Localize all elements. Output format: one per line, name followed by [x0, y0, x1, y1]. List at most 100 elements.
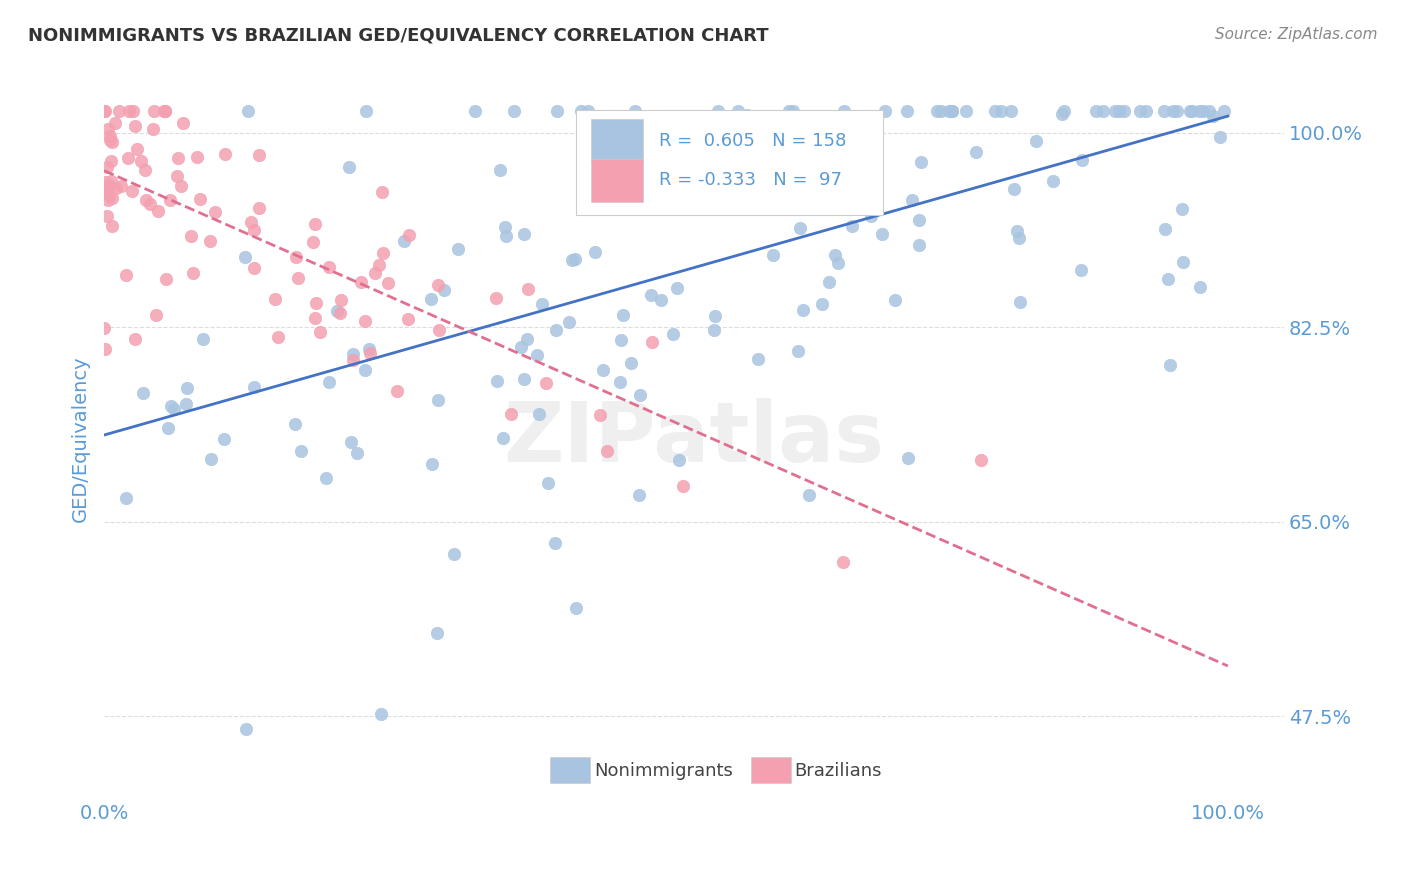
Point: [502, 103, 524, 118]
Point: [1010, 294, 1032, 309]
Point: [941, 103, 963, 118]
Point: [897, 451, 920, 466]
Point: [247, 148, 270, 162]
Point: [110, 178, 132, 193]
Point: [1202, 109, 1225, 123]
Point: [929, 103, 952, 118]
Point: [354, 103, 377, 118]
Point: [267, 330, 290, 344]
Point: [727, 103, 749, 118]
Point: [94, 343, 117, 357]
Point: [392, 234, 415, 248]
Point: [491, 431, 513, 445]
Point: [707, 103, 730, 118]
Point: [174, 397, 197, 411]
Point: [340, 435, 363, 450]
Point: [427, 277, 450, 292]
Point: [309, 325, 332, 339]
Point: [101, 191, 124, 205]
Point: [426, 392, 449, 407]
FancyBboxPatch shape: [592, 159, 644, 202]
Point: [1042, 174, 1064, 188]
Point: [824, 247, 846, 261]
Point: [740, 111, 762, 125]
Point: [1159, 358, 1181, 372]
Point: [955, 103, 977, 118]
Point: [377, 276, 399, 290]
Point: [342, 353, 364, 368]
Point: [841, 130, 863, 145]
Point: [925, 103, 948, 118]
Point: [342, 347, 364, 361]
Point: [1000, 103, 1022, 118]
Point: [367, 258, 389, 272]
Point: [970, 452, 993, 467]
Point: [627, 488, 650, 502]
Point: [576, 103, 599, 118]
Point: [1161, 103, 1184, 118]
FancyBboxPatch shape: [576, 110, 883, 215]
Point: [672, 479, 695, 493]
Point: [163, 402, 186, 417]
Point: [305, 296, 328, 310]
Point: [145, 308, 167, 322]
Point: [337, 160, 360, 174]
Point: [172, 116, 194, 130]
Point: [354, 363, 377, 377]
Point: [318, 260, 340, 274]
Point: [513, 372, 536, 386]
Point: [564, 252, 586, 266]
Point: [668, 453, 690, 467]
Point: [121, 184, 143, 198]
Point: [546, 103, 568, 118]
Point: [363, 266, 385, 280]
Point: [641, 126, 664, 140]
Point: [910, 155, 932, 169]
Point: [198, 234, 221, 248]
Point: [1188, 280, 1211, 294]
Point: [104, 181, 127, 195]
Point: [901, 194, 924, 208]
Point: [204, 205, 226, 219]
Point: [233, 251, 256, 265]
Point: [96, 209, 118, 223]
Point: [666, 281, 689, 295]
Point: [564, 601, 586, 615]
Point: [516, 332, 538, 346]
Point: [703, 310, 725, 324]
Point: [1053, 103, 1076, 118]
Point: [544, 323, 567, 337]
Point: [118, 103, 141, 118]
Point: [811, 297, 834, 311]
Point: [98, 178, 121, 192]
Point: [1008, 231, 1031, 245]
Point: [115, 491, 138, 505]
Point: [370, 185, 392, 199]
Point: [97, 188, 120, 202]
FancyBboxPatch shape: [751, 757, 790, 783]
Point: [537, 475, 560, 490]
Point: [100, 135, 122, 149]
Point: [180, 228, 202, 243]
Point: [907, 213, 929, 227]
Point: [792, 303, 814, 318]
Point: [797, 488, 820, 502]
Point: [1212, 103, 1234, 118]
Point: [628, 388, 651, 402]
Point: [326, 304, 349, 318]
Point: [592, 362, 614, 376]
Point: [330, 293, 353, 308]
Text: Brazilians: Brazilians: [794, 762, 882, 780]
Point: [650, 293, 672, 307]
Point: [1092, 103, 1115, 118]
Point: [501, 407, 523, 421]
Point: [873, 103, 896, 118]
Point: [108, 103, 131, 118]
Point: [1071, 153, 1094, 167]
Point: [385, 384, 408, 398]
Point: [589, 408, 612, 422]
Point: [1112, 103, 1135, 118]
Point: [304, 217, 326, 231]
Point: [513, 227, 536, 241]
Point: [464, 103, 486, 118]
